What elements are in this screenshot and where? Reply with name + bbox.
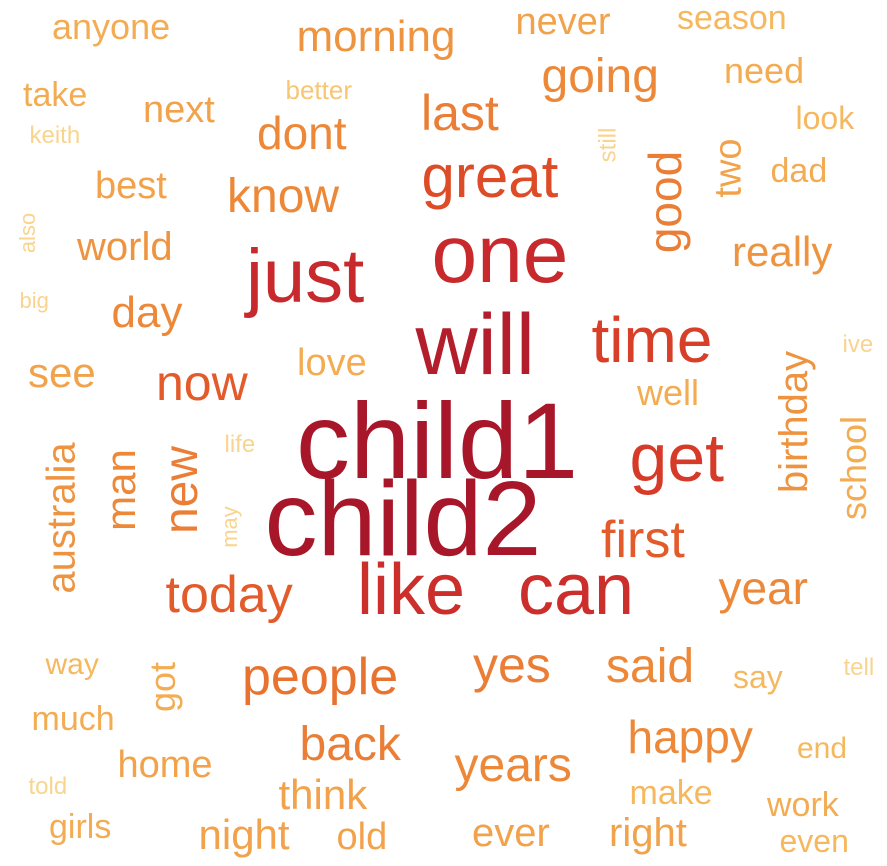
cloud-word-day: day <box>111 288 183 337</box>
cloud-word-got: got <box>142 661 184 713</box>
cloud-word-new: new <box>155 445 209 535</box>
cloud-word-year: year <box>718 562 808 614</box>
cloud-word-see: see <box>28 349 96 396</box>
cloud-word-time: time <box>591 304 713 376</box>
cloud-word-yes: yes <box>473 637 551 693</box>
cloud-word-big: big <box>19 288 49 313</box>
cloud-word-ever: ever <box>472 811 550 855</box>
cloud-word-make: make <box>629 774 713 812</box>
cloud-word-may: may <box>216 506 242 548</box>
cloud-word-will: will <box>415 297 535 393</box>
cloud-word-tell: tell <box>843 654 875 681</box>
cloud-word-one: one <box>431 209 569 300</box>
cloud-word-well: well <box>637 372 700 413</box>
cloud-word-home: home <box>117 744 213 786</box>
cloud-word-love: love <box>297 342 367 384</box>
cloud-word-dont: dont <box>257 107 347 159</box>
cloud-word-people: people <box>242 648 399 706</box>
cloud-word-child2: child2 <box>264 460 542 578</box>
cloud-word-night: night <box>198 811 290 858</box>
cloud-word-first: first <box>601 511 685 569</box>
cloud-word-two: two <box>707 138 750 198</box>
cloud-word-right: right <box>609 811 687 855</box>
cloud-word-morning: morning <box>296 12 456 61</box>
cloud-word-think: think <box>278 771 368 818</box>
cloud-word-happy: happy <box>627 711 753 763</box>
cloud-word-world: world <box>77 225 173 269</box>
cloud-word-school: school <box>833 415 875 521</box>
cloud-word-now: now <box>156 355 248 411</box>
cloud-word-best: best <box>95 165 167 207</box>
cloud-word-like: like <box>357 550 466 630</box>
cloud-word-keith: keith <box>29 122 81 149</box>
cloud-word-australia: australia <box>39 442 84 594</box>
cloud-word-child1: child1 <box>296 380 579 501</box>
cloud-word-told: told <box>28 773 68 800</box>
cloud-word-say: say <box>733 659 783 695</box>
cloud-word-just: just <box>246 234 365 319</box>
cloud-word-great: great <box>421 143 559 210</box>
cloud-word-years: years <box>454 739 572 792</box>
cloud-word-really: really <box>732 228 833 275</box>
cloud-word-back: back <box>299 718 401 771</box>
cloud-word-next: next <box>143 89 215 131</box>
cloud-word-going: going <box>541 50 659 103</box>
cloud-word-today: today <box>165 566 293 624</box>
cloud-word-get: get <box>629 420 725 496</box>
cloud-word-dad: dad <box>770 152 828 190</box>
cloud-word-birthday: birthday <box>772 350 817 494</box>
cloud-word-better: better <box>285 75 353 105</box>
cloud-word-season: season <box>677 0 787 37</box>
cloud-word-much: much <box>31 700 115 738</box>
cloud-word-last: last <box>421 85 499 141</box>
cloud-word-life: life <box>224 431 256 458</box>
cloud-word-still: still <box>593 127 621 163</box>
cloud-word-work: work <box>767 786 839 824</box>
cloud-word-old: old <box>336 816 388 858</box>
cloud-word-good: good <box>639 150 692 254</box>
cloud-word-look: look <box>795 100 855 136</box>
cloud-word-way: way <box>45 648 99 681</box>
cloud-word-can: can <box>518 550 635 630</box>
cloud-word-even: even <box>779 823 849 859</box>
cloud-word-anyone: anyone <box>52 6 171 47</box>
cloud-word-need: need <box>724 50 805 91</box>
cloud-word-said: said <box>606 640 695 693</box>
cloud-word-never: never <box>515 1 611 43</box>
cloud-word-man: man <box>96 449 144 531</box>
cloud-word-ive: ive <box>842 331 874 358</box>
cloud-word-take: take <box>23 76 88 114</box>
cloud-word-girls: girls <box>49 808 112 846</box>
cloud-word-end: end <box>797 732 848 765</box>
cloud-word-know: know <box>227 170 340 223</box>
cloud-word-also: also <box>15 212 41 254</box>
